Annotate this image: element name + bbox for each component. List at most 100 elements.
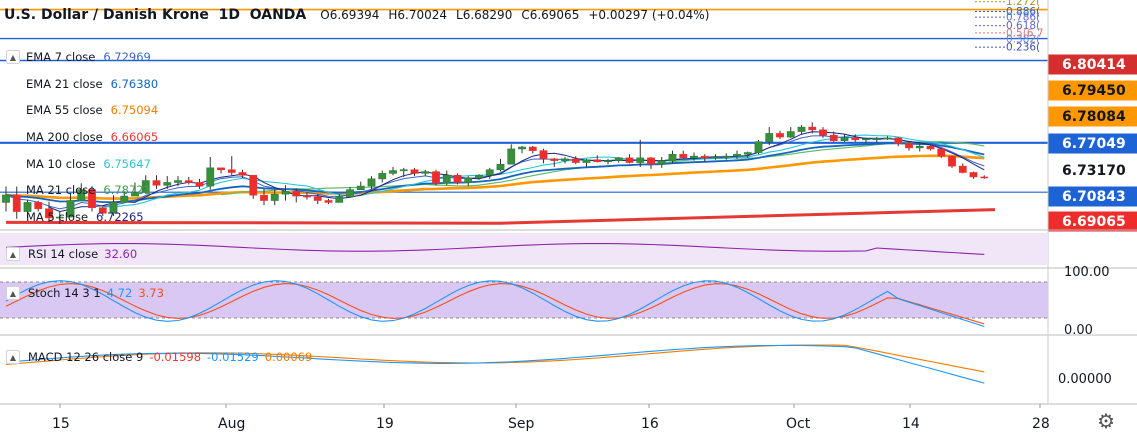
indicator-row[interactable]: EMA 21 close 6.76380	[26, 76, 159, 91]
price-axis-label: 6.73170	[1062, 163, 1126, 179]
x-axis-tick-label: Oct	[786, 416, 811, 432]
chevron-up-icon[interactable]: ▲	[6, 286, 20, 300]
candle-body	[496, 163, 505, 171]
candle-body	[958, 165, 967, 173]
candle-body	[786, 131, 795, 138]
candle-body	[249, 174, 258, 196]
stoch-legend[interactable]: ▲ Stoch 14 3 1 4.72 3.73	[6, 286, 164, 300]
candle-body	[829, 134, 838, 141]
chevron-up-icon[interactable]: ▲	[6, 350, 20, 364]
ohlc-low: L6.68290	[456, 8, 513, 22]
candle-body	[141, 180, 150, 193]
candle-body	[883, 137, 892, 140]
candle-body	[690, 155, 698, 159]
indicator-row[interactable]: MA 10 close 6.75647	[26, 156, 151, 171]
stoch-k-line	[5, 280, 985, 328]
ema-7-line	[5, 135, 985, 210]
ohlc-open: O6.69394	[320, 8, 380, 22]
fib-level-label: 1.272(	[1006, 0, 1040, 8]
fib-level-label: 0.786(	[1006, 12, 1040, 24]
candle-body	[303, 195, 311, 198]
fib-level-label: 0.236(	[1006, 42, 1040, 54]
candle-body	[77, 189, 86, 201]
chart-header: U.S. Dollar / Danish Krone 1D OANDA O6.6…	[4, 3, 718, 27]
candle-body	[163, 182, 172, 186]
candle-body	[442, 174, 451, 184]
candle-body	[528, 146, 537, 151]
candle-body	[894, 137, 903, 144]
candle-body	[604, 160, 612, 162]
candle-body	[872, 138, 881, 141]
candle-body	[485, 169, 494, 176]
candle-body	[453, 174, 462, 183]
indicator-legend: ▲ EMA 7 close 6.72969 EMA 21 close 6.76380 …	[6, 44, 158, 230]
candle-body	[120, 195, 129, 203]
candle-body	[206, 167, 215, 187]
ohlc-close: C6.69065	[521, 8, 580, 22]
macd-legend[interactable]: ▲ MACD 12 26 close 9 -0.01598 -0.01529 0…	[6, 350, 312, 364]
candle-body	[915, 145, 924, 149]
stoch-axis-bottom: 0.00	[1064, 323, 1093, 338]
candle-body	[743, 152, 752, 155]
candle-body	[700, 155, 709, 159]
price-axis-label: 6.69065	[1062, 214, 1126, 230]
ema-21-line	[5, 142, 985, 203]
candle-body	[614, 157, 623, 161]
candle-body	[679, 153, 688, 159]
candle-body	[571, 158, 580, 163]
candle-body	[109, 202, 118, 214]
candle-body	[518, 146, 526, 150]
candle-body	[23, 202, 32, 212]
ohlc-high: H6.70024	[388, 8, 448, 22]
gear-icon[interactable]: ⚙	[1097, 409, 1115, 433]
candle-body	[217, 167, 225, 171]
rsi-legend[interactable]: ▲ RSI 14 close 32.60	[6, 247, 137, 261]
candle-body	[378, 173, 387, 180]
candle-body	[711, 156, 720, 159]
indicator-row[interactable]: MA 5 close 6.72265	[26, 209, 144, 224]
candle-body	[152, 180, 161, 186]
candle-body	[260, 194, 268, 201]
indicator-row[interactable]: MA 200 close 6.66065	[26, 130, 159, 145]
candle-body	[335, 196, 344, 203]
candle-body	[668, 153, 677, 161]
candle-body	[324, 200, 333, 203]
candle-body	[227, 169, 236, 173]
indicator-row[interactable]: MA 21 close 6.78721	[26, 183, 151, 198]
candle-body	[131, 192, 139, 197]
candle-body	[539, 150, 548, 160]
price-axis-label: 6.80414	[1062, 57, 1126, 73]
candle-body	[636, 157, 645, 163]
price-axis-label: 6.79450	[1062, 83, 1126, 99]
chevron-up-icon[interactable]: ▲	[6, 50, 20, 65]
candle-body	[34, 202, 43, 210]
candle-body	[507, 148, 516, 165]
rsi-line	[5, 243, 985, 255]
candle-body	[12, 194, 21, 212]
candle-body	[905, 143, 913, 149]
macd-line	[5, 344, 985, 384]
candle-body	[475, 174, 483, 179]
indicator-row[interactable]: EMA 55 close 6.75094	[26, 103, 159, 118]
candle-body	[550, 158, 559, 161]
candle-body	[657, 160, 666, 165]
fib-level-label: 0.382(	[1006, 34, 1040, 46]
candle-body	[174, 180, 182, 183]
candle-body	[733, 153, 741, 157]
stoch-d-line	[5, 283, 985, 325]
fib-level-label: 0.618(	[1006, 20, 1040, 32]
indicator-row[interactable]: ▲ EMA 7 close 6.72969	[6, 44, 158, 71]
candle-body	[561, 158, 569, 161]
chevron-up-icon[interactable]: ▲	[6, 247, 20, 261]
x-axis-tick-label: 28	[1032, 416, 1050, 432]
candle-body	[754, 141, 763, 153]
candle-body	[66, 200, 75, 218]
stoch-axis-top: 100.00	[1064, 265, 1110, 280]
x-axis-tick-label: Sep	[508, 416, 535, 432]
candle-body	[281, 191, 290, 195]
price-axis-label: 6.77049	[1062, 136, 1126, 152]
candle-body	[98, 207, 107, 214]
candle-body	[948, 155, 956, 167]
